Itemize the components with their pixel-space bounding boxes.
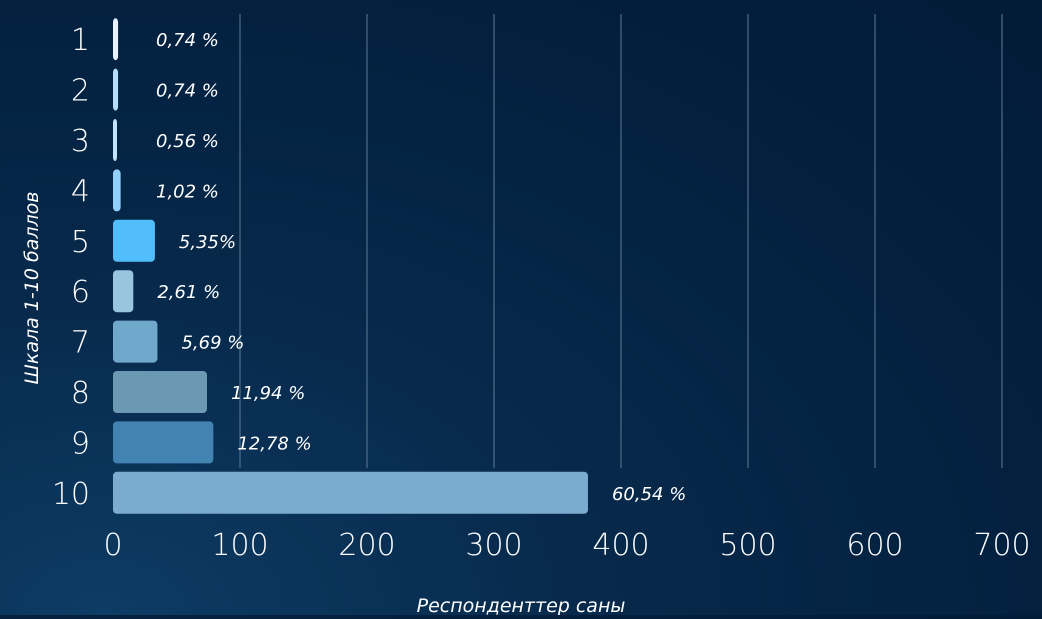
category-label: 1 [71,23,90,58]
x-tick-labels: 0 100 200 300 400 500 600 700 [103,528,1030,563]
bar [113,320,158,363]
data-label: 12,78 % [237,433,311,454]
category-label: 9 [71,426,90,461]
x-tick-label: 300 [465,528,522,563]
y-axis-title: Шкала 1-10 баллов [21,192,43,385]
data-label: 60,54 % [612,484,686,505]
bar [113,169,121,212]
category-label: 3 [71,124,90,159]
grid-lines [239,14,1003,468]
x-tick-label: 100 [211,528,268,563]
bar [113,471,588,514]
data-label: 0,74 % [156,81,219,102]
bar [113,18,119,61]
bar [113,119,117,161]
category-labels: 1 2 3 4 5 6 7 8 9 10 [52,23,90,512]
data-label: 0,74 % [156,30,219,51]
x-tick-label: 600 [846,528,903,563]
bars [113,18,588,514]
data-label: 0,56 % [156,131,219,152]
data-labels: 0,74 % 0,74 % 0,56 % 1,02 % 5,35% 2,61 % 5,69 … [156,30,686,505]
category-label: 10 [52,477,90,512]
x-tick-label: 500 [719,528,776,563]
data-label: 5,35% [179,232,236,253]
x-axis-title: Респонденттер саны [417,595,626,615]
bar [113,421,214,464]
category-label: 4 [71,174,90,209]
x-tick-label: 700 [973,528,1030,563]
bar [113,68,119,111]
category-label: 5 [71,225,90,260]
data-label: 2,61 % [157,282,220,303]
bar [113,270,134,313]
category-label: 8 [71,376,90,411]
category-label: 7 [71,326,90,361]
category-label: 6 [71,275,90,310]
data-label: 11,94 % [231,383,305,404]
x-tick-label: 400 [592,528,649,563]
bar [113,219,155,262]
x-tick-label: 0 [103,528,122,563]
x-tick-label: 200 [338,528,395,563]
data-label: 5,69 % [181,333,244,354]
data-label: 1,02 % [156,181,219,202]
category-label: 2 [71,74,90,109]
bar [113,371,207,413]
